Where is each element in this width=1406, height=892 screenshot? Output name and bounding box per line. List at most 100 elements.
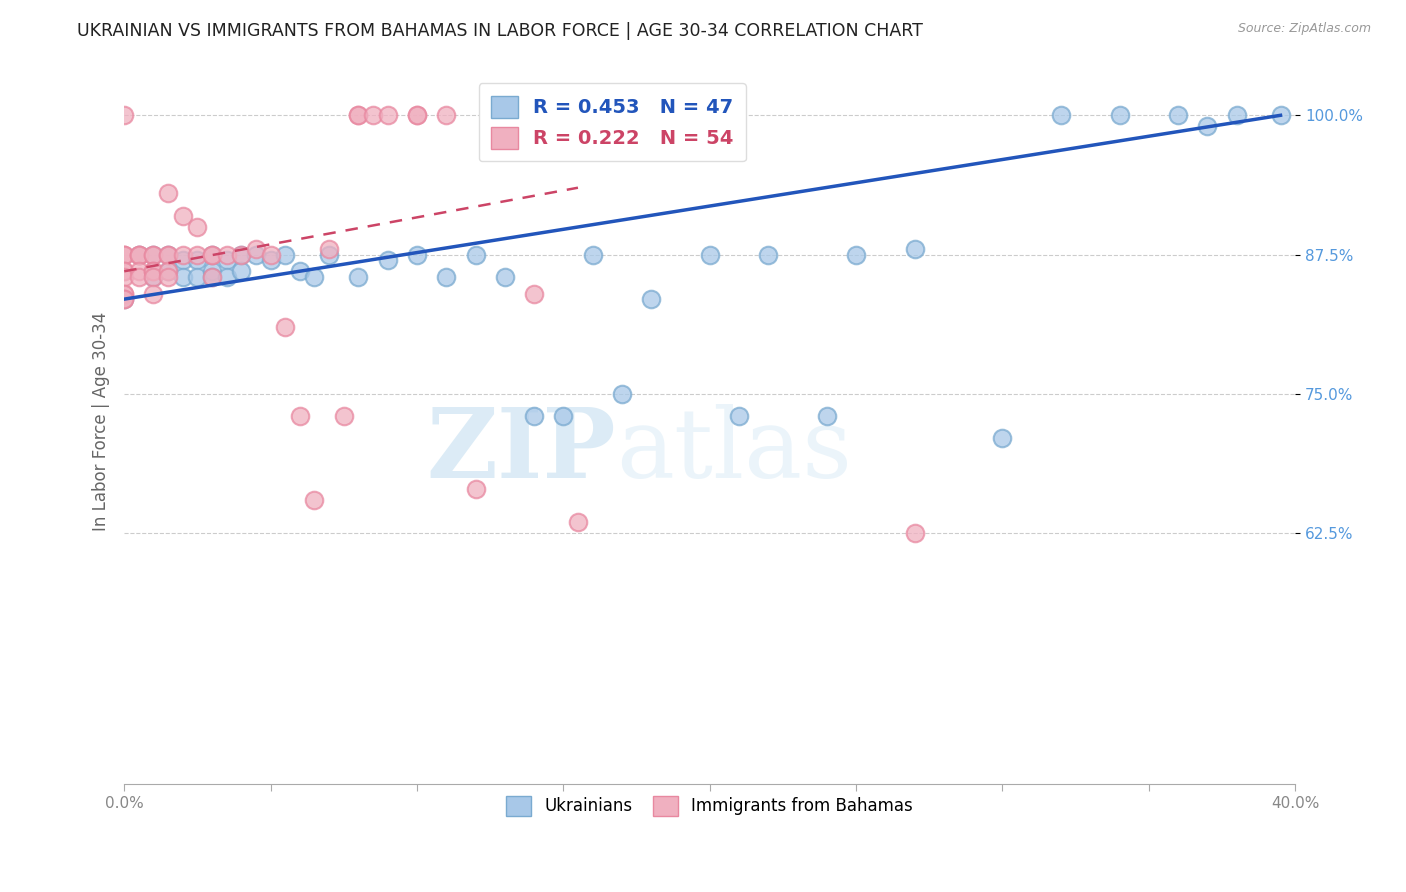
Point <box>172 253 194 268</box>
Point <box>231 264 253 278</box>
Point <box>464 247 486 261</box>
Y-axis label: In Labor Force | Age 30-34: In Labor Force | Age 30-34 <box>93 312 110 532</box>
Point <box>201 247 224 261</box>
Point <box>318 242 340 256</box>
Point <box>157 247 180 261</box>
Point <box>186 247 208 261</box>
Point <box>1108 108 1130 122</box>
Point <box>142 286 165 301</box>
Point <box>215 247 238 261</box>
Point <box>112 286 135 301</box>
Point <box>361 108 384 122</box>
Point <box>128 264 150 278</box>
Text: Source: ZipAtlas.com: Source: ZipAtlas.com <box>1237 22 1371 36</box>
Point <box>157 269 180 284</box>
Point <box>142 269 165 284</box>
Point <box>991 431 1014 445</box>
Point <box>377 253 399 268</box>
Point <box>347 108 370 122</box>
Point <box>903 242 925 256</box>
Point <box>112 264 135 278</box>
Point <box>128 247 150 261</box>
Point <box>288 264 311 278</box>
Point <box>523 409 546 423</box>
Point <box>245 247 267 261</box>
Point <box>406 247 429 261</box>
Point <box>128 247 150 261</box>
Point <box>304 269 326 284</box>
Point <box>142 264 165 278</box>
Point <box>112 247 135 261</box>
Point <box>112 269 135 284</box>
Point <box>756 247 779 261</box>
Point <box>128 247 150 261</box>
Point <box>494 269 516 284</box>
Point <box>1167 108 1189 122</box>
Point <box>112 247 135 261</box>
Point <box>157 186 180 201</box>
Point <box>640 292 662 306</box>
Point <box>406 108 429 122</box>
Point <box>464 482 486 496</box>
Legend: Ukrainians, Immigrants from Bahamas: Ukrainians, Immigrants from Bahamas <box>496 786 922 826</box>
Point <box>157 264 180 278</box>
Point <box>245 242 267 256</box>
Point <box>172 247 194 261</box>
Point <box>581 247 603 261</box>
Point <box>201 269 224 284</box>
Point <box>815 409 838 423</box>
Point <box>142 269 165 284</box>
Point <box>112 286 135 301</box>
Point <box>699 247 721 261</box>
Point <box>553 409 575 423</box>
Point <box>186 269 208 284</box>
Point <box>333 409 356 423</box>
Text: UKRAINIAN VS IMMIGRANTS FROM BAHAMAS IN LABOR FORCE | AGE 30-34 CORRELATION CHAR: UKRAINIAN VS IMMIGRANTS FROM BAHAMAS IN … <box>77 22 924 40</box>
Point <box>231 247 253 261</box>
Point <box>845 247 868 261</box>
Point <box>728 409 751 423</box>
Point <box>157 264 180 278</box>
Point <box>142 264 165 278</box>
Point <box>377 108 399 122</box>
Point <box>567 515 589 529</box>
Point <box>610 386 633 401</box>
Point <box>201 269 224 284</box>
Point <box>201 247 224 261</box>
Point <box>112 108 135 122</box>
Point <box>274 320 297 334</box>
Point <box>112 292 135 306</box>
Point <box>201 264 224 278</box>
Point <box>1270 108 1292 122</box>
Point <box>288 409 311 423</box>
Point <box>142 247 165 261</box>
Point <box>304 492 326 507</box>
Point <box>406 108 429 122</box>
Point <box>142 247 165 261</box>
Point <box>201 247 224 261</box>
Point <box>128 269 150 284</box>
Point <box>157 247 180 261</box>
Point <box>434 269 457 284</box>
Point <box>215 253 238 268</box>
Point <box>903 526 925 541</box>
Point <box>172 209 194 223</box>
Point <box>259 247 281 261</box>
Text: ZIP: ZIP <box>426 404 616 498</box>
Point <box>128 247 150 261</box>
Text: atlas: atlas <box>616 404 852 498</box>
Point <box>215 269 238 284</box>
Point <box>112 292 135 306</box>
Point <box>434 108 457 122</box>
Point <box>112 264 135 278</box>
Point <box>347 108 370 122</box>
Point <box>274 247 297 261</box>
Point <box>1226 108 1249 122</box>
Point <box>1050 108 1073 122</box>
Point <box>142 247 165 261</box>
Point <box>112 247 135 261</box>
Point <box>157 247 180 261</box>
Point <box>172 269 194 284</box>
Point <box>186 219 208 234</box>
Point <box>1197 120 1219 134</box>
